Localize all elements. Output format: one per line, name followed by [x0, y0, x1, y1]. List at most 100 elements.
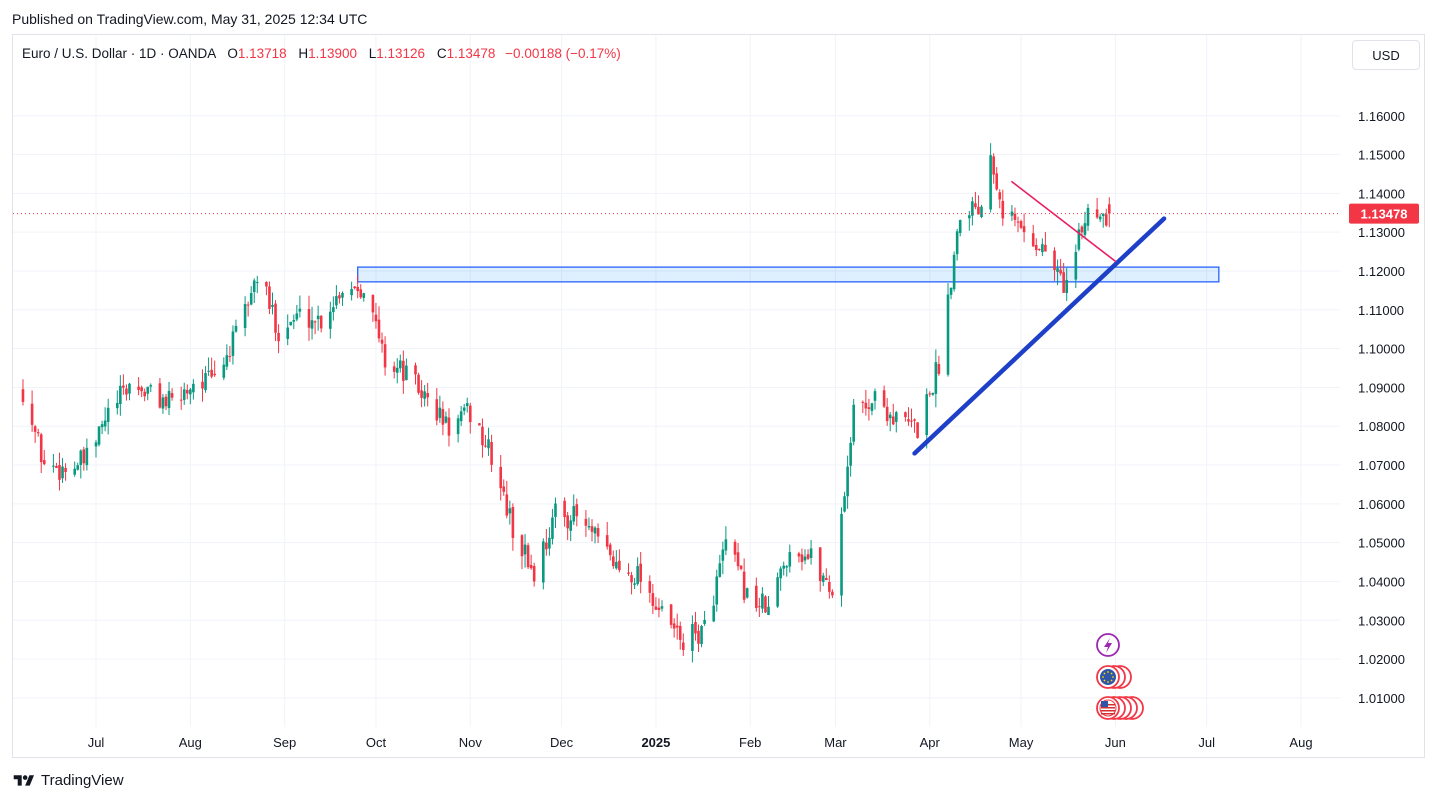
candle-body — [225, 355, 229, 367]
symbol-title[interactable]: Euro / U.S. Dollar · 1D · OANDA — [22, 46, 216, 61]
candle — [371, 294, 375, 322]
candle — [882, 385, 886, 408]
y-tick-label: 1.02000 — [1358, 652, 1405, 667]
tradingview-brand[interactable]: TradingView — [12, 772, 124, 789]
candle-body — [420, 390, 423, 398]
candle-body — [745, 588, 749, 598]
ohlc-legend: Euro / U.S. Dollar · 1D · OANDA O1.13718… — [22, 46, 621, 61]
candle — [392, 361, 396, 379]
candle — [831, 589, 834, 599]
candle-body — [417, 374, 420, 393]
candle — [338, 292, 341, 304]
y-tick-label: 1.16000 — [1358, 109, 1405, 124]
candle — [657, 598, 661, 618]
candle — [724, 526, 728, 556]
candle-body — [566, 515, 569, 529]
candle-body — [532, 565, 536, 582]
candle-body — [441, 409, 445, 425]
candle — [968, 210, 971, 231]
candle-body — [611, 556, 615, 567]
candle-body — [946, 294, 950, 375]
candle-body — [1056, 268, 1059, 272]
candle — [542, 538, 545, 590]
candle — [615, 550, 618, 570]
candle — [590, 519, 594, 542]
candle — [222, 357, 226, 381]
candle-body — [268, 286, 271, 309]
candle — [691, 615, 694, 663]
candle-body — [158, 383, 162, 408]
candle-body — [356, 286, 359, 292]
candle-body — [100, 424, 104, 428]
candle-body — [831, 591, 834, 596]
candle-body — [353, 286, 356, 289]
currency-button[interactable]: USD — [1352, 40, 1420, 70]
candle — [913, 418, 916, 433]
candle-body — [758, 606, 761, 608]
candle — [721, 541, 725, 575]
high-label: H — [298, 46, 309, 61]
candle — [821, 572, 825, 587]
y-tick-label: 1.13000 — [1358, 225, 1405, 240]
candle — [210, 357, 213, 379]
candle-body — [1086, 207, 1090, 226]
candle-body — [103, 420, 107, 427]
candle-body — [894, 412, 898, 422]
candle-body — [1074, 251, 1078, 280]
candle — [310, 306, 314, 340]
candle — [140, 385, 143, 398]
candle-body — [246, 304, 250, 306]
y-tick-label: 1.05000 — [1358, 536, 1405, 551]
candle — [359, 284, 363, 300]
candle — [669, 604, 673, 629]
candle — [79, 449, 83, 479]
candle-body — [1083, 223, 1087, 235]
candle-body — [484, 445, 487, 447]
candle-body — [907, 419, 910, 422]
candle-body — [651, 593, 655, 606]
candle-body — [456, 418, 460, 435]
candle — [864, 389, 868, 416]
candle-body — [55, 466, 58, 468]
candle — [414, 362, 417, 385]
candle — [952, 251, 956, 292]
candle — [1098, 213, 1102, 223]
candle-body — [697, 630, 700, 644]
candle — [122, 374, 125, 395]
candle-body — [39, 434, 43, 463]
candle-body — [861, 401, 865, 403]
y-tick-label: 1.12000 — [1358, 264, 1405, 279]
candle-body — [882, 390, 886, 407]
candle — [651, 583, 655, 615]
candle-body — [140, 387, 143, 392]
candle-body — [179, 399, 183, 401]
candle — [246, 301, 250, 317]
candle — [116, 390, 119, 415]
candle-body — [952, 254, 956, 290]
candle — [1104, 208, 1108, 227]
candle — [499, 454, 503, 501]
candle-body — [888, 414, 892, 419]
candle — [761, 587, 764, 613]
candle — [398, 354, 402, 373]
candle — [681, 633, 685, 656]
candle — [185, 384, 189, 400]
candle-body — [672, 623, 676, 629]
candle-body — [633, 583, 636, 585]
candle-body — [788, 552, 792, 567]
candle — [532, 562, 536, 587]
candle-body — [414, 365, 417, 375]
candle-body — [277, 332, 280, 342]
candle-body — [992, 156, 995, 175]
candle-body — [1077, 229, 1081, 250]
candle-body — [380, 339, 384, 344]
candle-body — [913, 419, 916, 421]
x-tick-label: Aug — [1289, 735, 1312, 750]
candle-body — [192, 383, 195, 393]
candle — [73, 461, 76, 477]
candle-body — [1104, 214, 1108, 226]
candle — [380, 332, 384, 353]
candle — [103, 407, 107, 432]
candle-body — [222, 364, 226, 378]
